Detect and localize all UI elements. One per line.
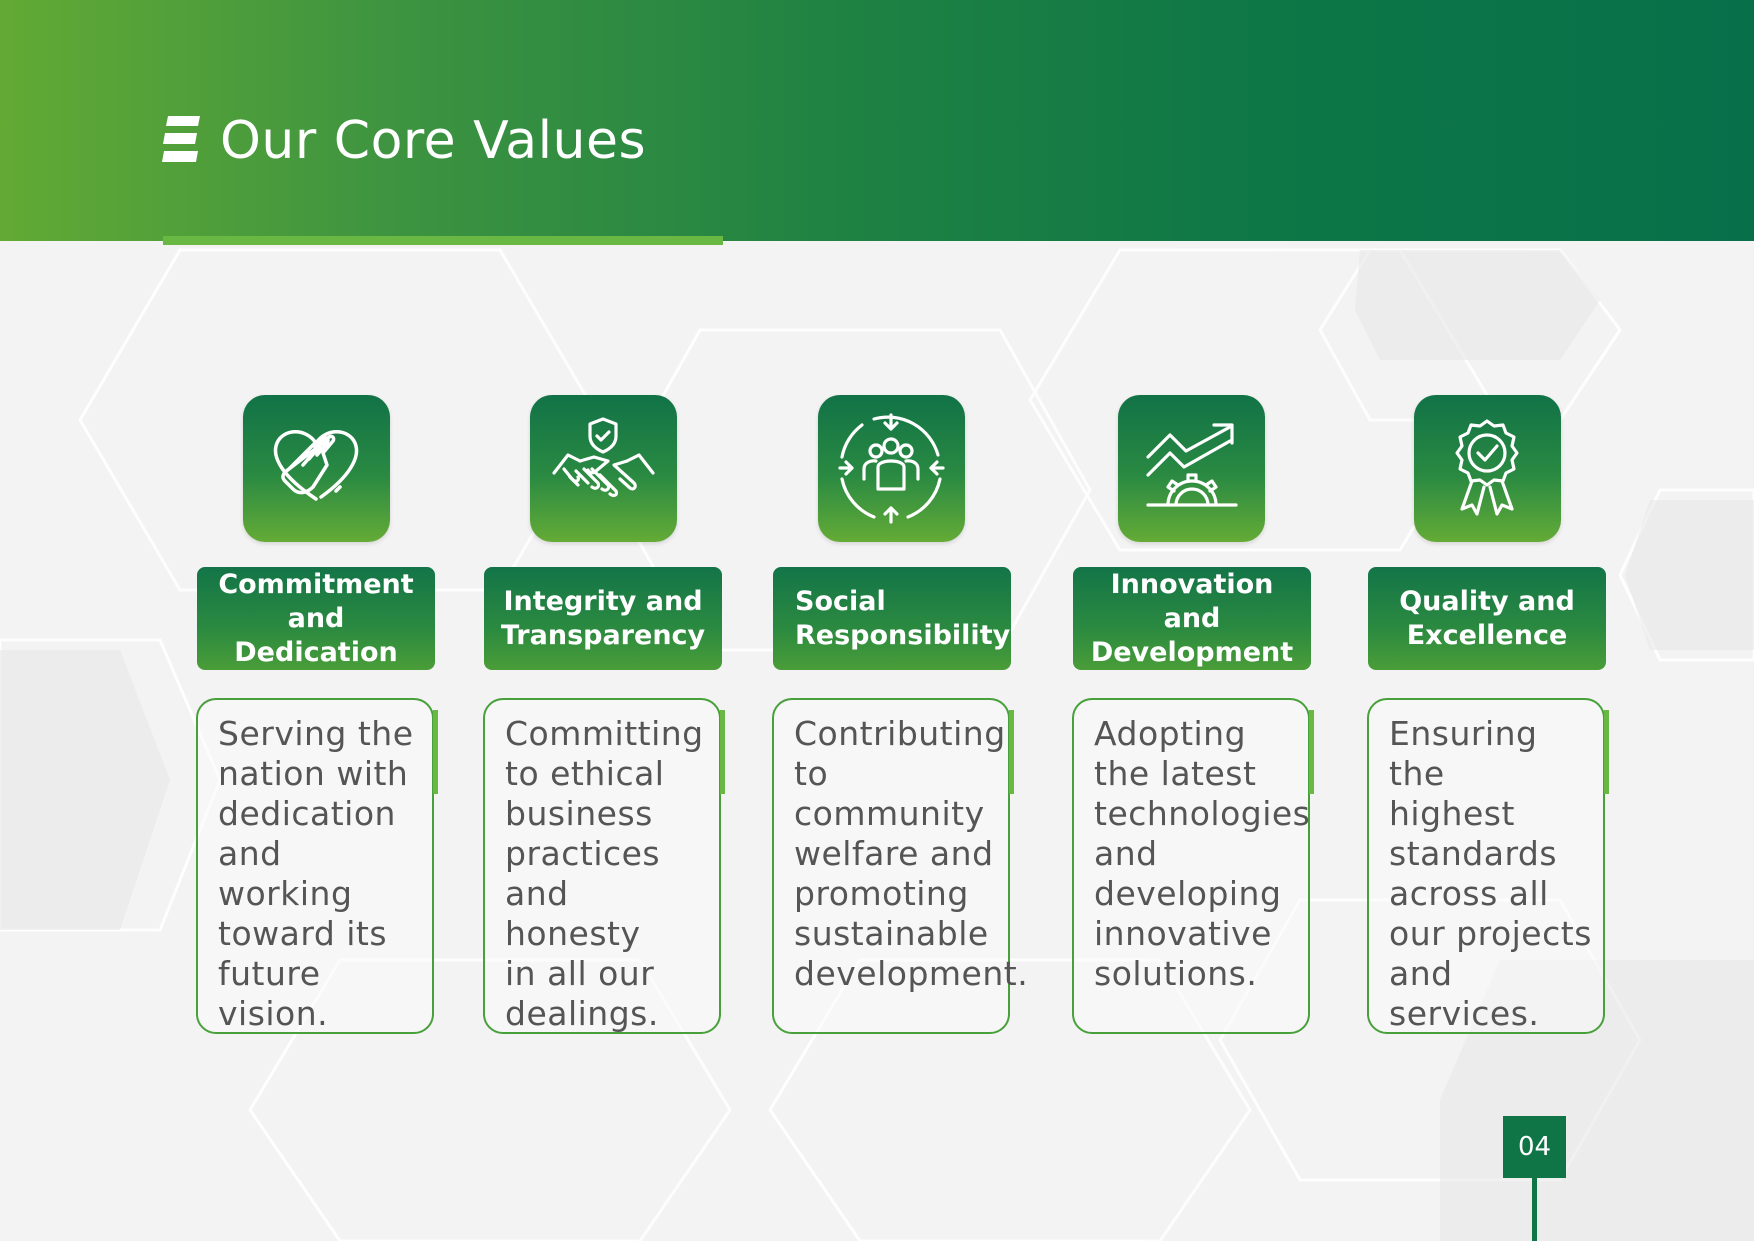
accent-bar [433,710,438,794]
accent-bar [720,710,725,794]
header-banner: Our Core Values [0,0,1754,241]
growth-gear-icon [1146,423,1238,507]
value-title: Quality and Excellence [1368,567,1606,670]
icon-tile [530,395,677,542]
accent-bar [1309,710,1314,794]
icon-tile [1414,395,1561,542]
accent-bar [1009,710,1014,794]
value-description: Contributing to community welfare and pr… [772,698,1028,1034]
handshake-shield-icon [552,417,655,498]
page-number: 04 [1503,1116,1566,1178]
icon-tile [818,395,965,542]
page-number-stem [1532,1178,1537,1241]
accent-bar [1604,710,1609,794]
value-description: Serving the nation with dedication and w… [196,698,434,1034]
community-cycle-icon [838,413,945,524]
value-title: Social Responsibility [773,567,1011,670]
value-title: Innovation and Development [1073,567,1311,670]
value-title: Integrity and Transparency [484,567,722,670]
value-description: Committing to ethical business practices… [483,698,721,1034]
value-description: Ensuring the highest standards across al… [1367,698,1605,1034]
value-title: Commitment and Dedication [197,567,435,670]
quality-badge-icon [1455,419,1519,516]
heart-hand-icon [273,430,359,501]
value-description: Adopting the latest technologies and dev… [1072,698,1310,1034]
stacked-bars-logo-icon [162,116,200,162]
icon-tile [243,395,390,542]
page-title: Our Core Values [220,111,647,171]
title-underline [163,236,723,245]
icon-tile [1118,395,1265,542]
